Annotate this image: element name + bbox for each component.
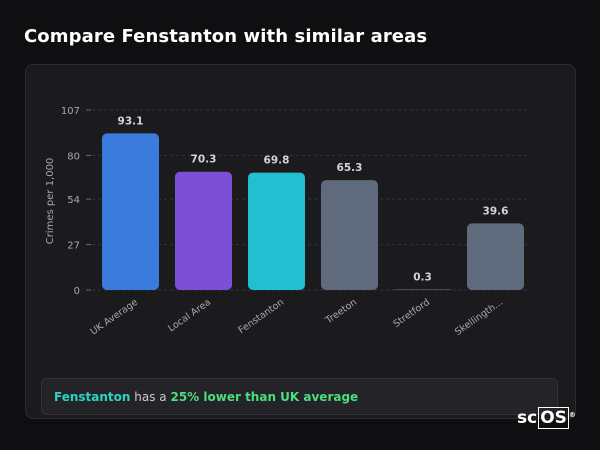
y-tick-label: 80 [67,151,80,162]
logo-boxed-text: OS [538,407,569,429]
summary-banner: Fenstanton has a 25% lower than UK avera… [41,378,558,415]
value-label: 65.3 [337,162,363,174]
bar[interactable] [248,172,305,290]
bar[interactable] [467,223,524,290]
bar[interactable] [321,180,378,290]
y-tick-label: 107 [61,106,80,117]
value-label: 93.1 [118,115,144,127]
x-tick-label: Stretford [391,297,432,330]
y-axis-label: Crimes per 1,000 [45,158,56,245]
summary-text: has a [134,390,167,404]
registered-mark: ® [568,411,576,419]
value-label: 0.3 [413,271,432,283]
value-label: 69.8 [264,155,290,167]
y-tick-label: 27 [67,241,80,252]
x-axis-labels: UK Average Local Area Fenstanton Treeton Str… [88,297,505,338]
bar[interactable] [102,133,159,290]
summary-area-name: Fenstanton [54,390,131,404]
bars [102,133,524,290]
bar[interactable] [394,289,451,290]
logo-text: sc [517,408,538,428]
x-tick-label: Local Area [166,297,213,334]
value-labels: 93.1 70.3 69.8 65.3 0.3 39.6 [118,115,509,283]
value-label: 39.6 [483,205,509,217]
bar[interactable] [175,171,232,290]
value-label: 70.3 [191,154,217,166]
page-title: Compare Fenstanton with similar areas [24,26,428,47]
scos-logo: sc OS ® [517,407,576,429]
x-tick-label: Treeton [323,297,359,327]
x-tick-label: Skellingth... [453,297,505,338]
y-axis: 0 27 54 80 107 [61,106,91,297]
summary-highlight: 25% lower than UK average [170,390,359,404]
grid-lines [92,109,530,291]
y-tick-label: 0 [74,286,80,297]
x-tick-label: Fenstanton [236,297,286,336]
y-tick-label: 54 [67,195,80,206]
x-tick-label: UK Average [88,297,140,338]
